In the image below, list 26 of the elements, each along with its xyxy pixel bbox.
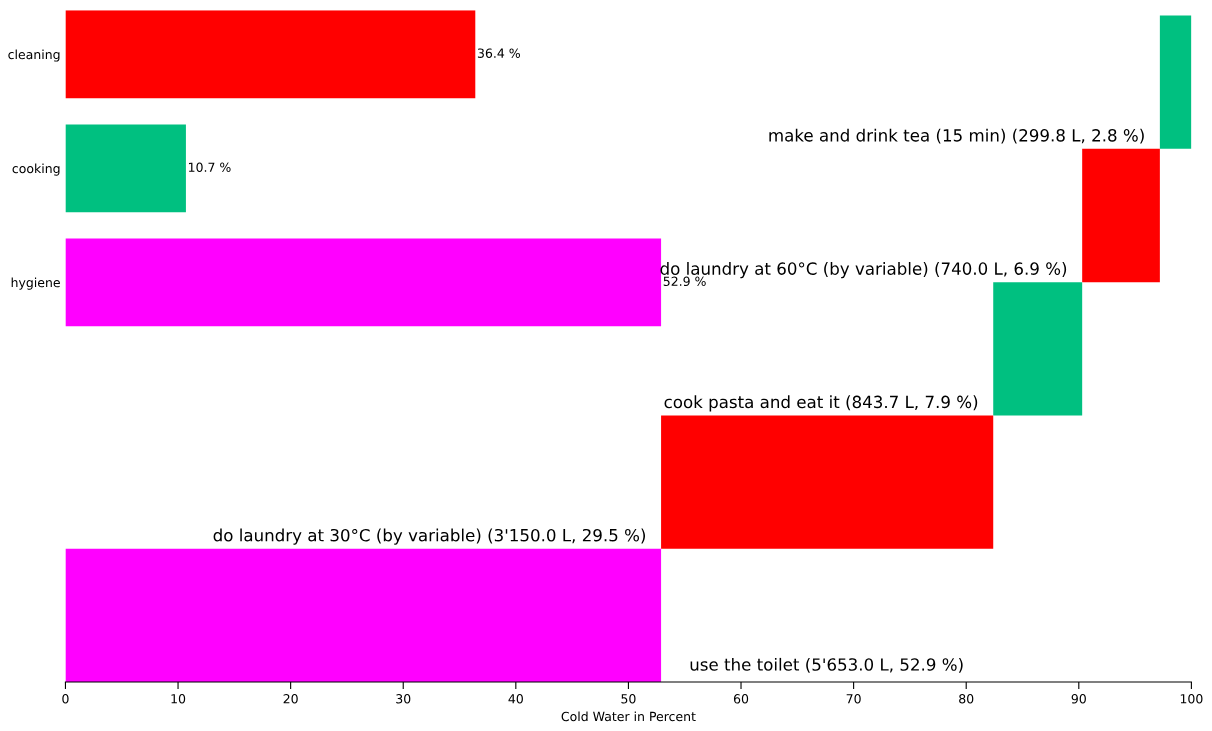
data-label: do laundry at 30°C (by variable) (3'150.0 L, 29.5 %) (213, 528, 645, 545)
data-label: 10.7 % (188, 162, 231, 172)
x-tick-label: 90 (1071, 694, 1086, 704)
y-tick-label: cleaning (8, 49, 60, 62)
data-label: make and drink tea (15 min) (299.8 L, 2.8 %) (769, 128, 1144, 144)
y-tick-label: cooking (12, 163, 60, 176)
x-tick-label: 80 (959, 694, 974, 704)
x-tick-label: 100 (1180, 694, 1203, 704)
y-tick-label: hygiene (11, 277, 60, 290)
x-tick-label: 30 (396, 694, 411, 704)
x-tick-label: 40 (508, 694, 523, 704)
x-tick-label: 70 (846, 694, 861, 704)
bar (993, 282, 1083, 416)
x-tick-label: 60 (733, 694, 749, 704)
bar (1082, 148, 1160, 283)
data-label: 36.4 % (477, 48, 520, 58)
x-tick-label: 10 (171, 694, 186, 704)
bar (1159, 15, 1192, 149)
bar (65, 548, 662, 683)
data-label: use the toilet (5'653.0 L, 52.9 %) (690, 657, 963, 673)
bar (661, 415, 994, 549)
x-tick-label: 50 (621, 694, 636, 704)
x-axis-title: Cold Water in Percent (561, 711, 696, 722)
x-tick-label: 20 (283, 694, 298, 704)
x-tick-label: 0 (62, 694, 69, 704)
data-label: cook pasta and eat it (843.7 L, 7.9 %) (664, 395, 978, 412)
